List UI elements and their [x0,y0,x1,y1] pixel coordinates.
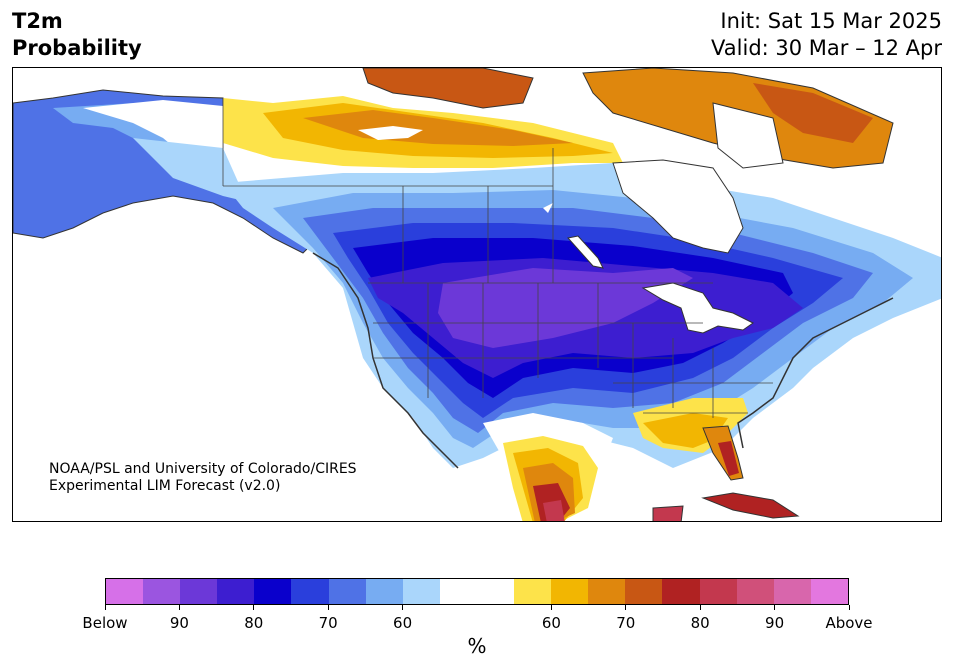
forecast-dates: Init: Sat 15 Mar 2025 Valid: 30 Mar – 12… [711,8,942,62]
colorbar-segment [402,579,440,604]
credit-text: NOAA/PSL and University of Colorado/CIRE… [49,461,357,495]
colorbar-segment [699,579,737,604]
colorbar-segment [439,579,477,604]
baffin-burnt [753,83,873,143]
colorbar-segment [588,579,626,604]
probability-map [12,67,942,522]
colorbar-tickmark [253,605,255,610]
colorbar-tick-label: 70 [318,614,338,632]
colorbar-segment [180,579,218,604]
colorbar-tick-label: 80 [690,614,710,632]
hudson-bay [612,159,744,254]
colorbar-segment [625,579,663,604]
colorbar-segment [551,579,589,604]
colorbar-segment [328,579,366,604]
colorbar-tick-label: 70 [616,614,636,632]
yucatan [652,505,684,521]
colorbar-tickmark [178,605,180,610]
colorbar-segment [514,579,552,604]
colorbar-tick-label: 80 [244,614,264,632]
title-line2: Probability [12,36,142,60]
title-line1: T2m [12,9,63,33]
east-coast [737,297,894,449]
colorbar-segment [291,579,329,604]
mexico-crimson [543,500,565,521]
colorbar-segment [365,579,403,604]
colorbar-tick-label: 60 [541,614,561,632]
colorbar-tick-label: Below [82,614,128,632]
florida-red [718,441,739,476]
colorbar-unit: % [467,634,487,658]
colorbar-tickmark [699,605,701,610]
valid-range: Valid: 30 Mar – 12 Apr [711,36,942,60]
colorbar-segment [217,579,255,604]
colorbar-tick-label: 90 [765,614,785,632]
colorbar-segment [254,579,292,604]
colorbar [105,578,849,605]
colorbar-segment [143,579,181,604]
canada-white-hole [358,126,423,140]
colorbar-tickmark [402,605,404,610]
colorbar-tick-label: 60 [393,614,413,632]
colorbar-tickmark [550,605,552,610]
colorbar-segment [810,579,848,604]
arctic-islands [362,68,534,109]
colorbar-segment [736,579,774,604]
colorbar-tickmark [104,605,106,610]
colorbar-segment [106,579,144,604]
cuba [701,492,800,519]
colorbar-tickmark [774,605,776,610]
lake-winnipeg [567,235,604,269]
colorbar-tick-label: Above [825,614,873,632]
colorbar-tick-label: 90 [169,614,189,632]
west-coast [312,252,459,469]
colorbar-tickmark [848,605,850,610]
credit-line2: Experimental LIM Forecast (v2.0) [49,478,281,494]
colorbar-segment [476,579,515,604]
southeast-gold [643,413,728,448]
canada-orange [303,110,573,146]
colorbar-tickmark [327,605,329,610]
colorbar-segment [773,579,811,604]
credit-line1: NOAA/PSL and University of Colorado/CIRE… [49,461,357,477]
continent-purple [438,268,693,348]
great-lakes [641,282,754,334]
colorbar-tickmark [625,605,627,610]
map-canvas [13,68,941,521]
lake-small [543,203,553,213]
colorbar-segment [662,579,700,604]
map-title: T2m Probability [12,8,142,62]
greenland-cap [712,102,784,169]
init-date: Init: Sat 15 Mar 2025 [720,9,942,33]
alaska-region [13,89,314,254]
political-borders [222,98,773,418]
